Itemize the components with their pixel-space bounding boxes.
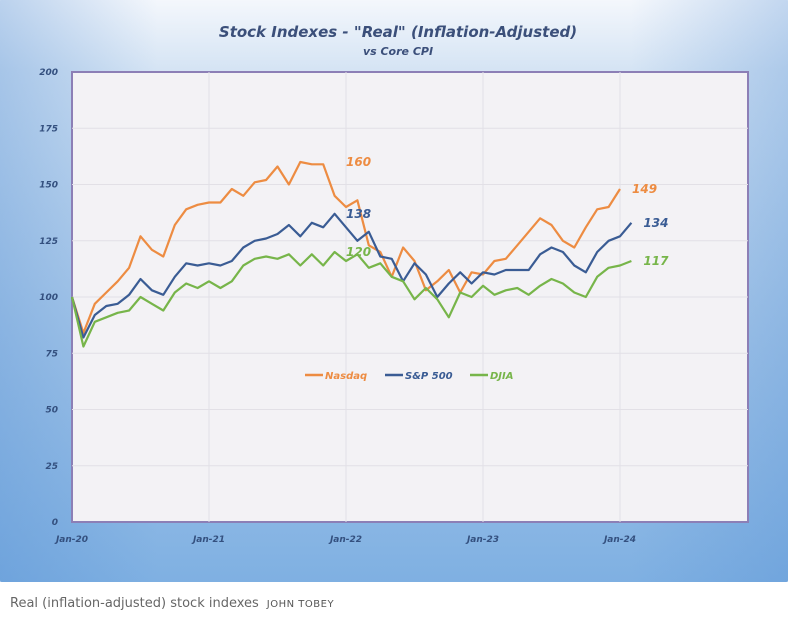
y-tick-label: 0 — [52, 518, 58, 528]
x-tick-label: Jan-24 — [602, 535, 636, 545]
legend: Nasdaq S&P 500 DJIA — [305, 371, 513, 382]
y-tick-label: 50 — [45, 406, 58, 416]
x-tick-label: Jan-20 — [54, 535, 88, 545]
y-tick-label: 125 — [39, 237, 58, 247]
caption-credit: JOHN TOBEY — [266, 599, 335, 610]
y-tick-label: 100 — [39, 293, 58, 303]
series-line-nasdaq — [70, 160, 621, 335]
y-tick-label: 200 — [39, 68, 58, 78]
y-tick-label: 175 — [39, 124, 58, 134]
legend-item: S&P 500 — [385, 371, 453, 382]
y-tick-label: 25 — [45, 462, 58, 472]
caption-text: Real (inflation-adjusted) stock indexes — [10, 596, 259, 611]
end-label: 117 — [643, 254, 669, 268]
end-label: 134 — [643, 216, 668, 230]
legend-label: S&P 500 — [405, 371, 453, 382]
y-axis-ticks: 0 25 50 75 100 125 150 175 200 — [39, 68, 58, 528]
legend-item: DJIA — [470, 371, 513, 382]
end-label: 149 — [632, 182, 657, 196]
chart-title: Stock Indexes - "Real" (Inflation-Adjust… — [219, 23, 577, 41]
series-lines — [70, 160, 633, 348]
y-tick-label: 150 — [39, 181, 58, 191]
figure-caption: Real (inflation-adjusted) stock indexes J… — [10, 596, 334, 611]
data-labels: 160 149 138 134 120 117 — [346, 155, 669, 268]
x-tick-label: Jan-22 — [328, 535, 362, 545]
peak-label: 160 — [346, 155, 371, 169]
peak-label: 138 — [346, 207, 371, 221]
x-axis-ticks: Jan-20 Jan-21 Jan-22 Jan-23 Jan-24 — [54, 535, 636, 545]
legend-label: DJIA — [490, 371, 513, 382]
series-line-djia — [70, 250, 632, 348]
series-line-s-p-500 — [70, 212, 633, 339]
legend-item: Nasdaq — [305, 371, 367, 382]
chart-subtitle: vs Core CPI — [363, 45, 433, 58]
gridlines — [72, 72, 748, 522]
x-tick-label: Jan-23 — [465, 535, 499, 545]
y-tick-label: 75 — [45, 349, 58, 359]
peak-label: 120 — [346, 245, 371, 259]
line-chart: Stock Indexes - "Real" (Inflation-Adjust… — [39, 23, 749, 545]
legend-label: Nasdaq — [325, 371, 367, 382]
x-tick-label: Jan-21 — [191, 535, 225, 545]
